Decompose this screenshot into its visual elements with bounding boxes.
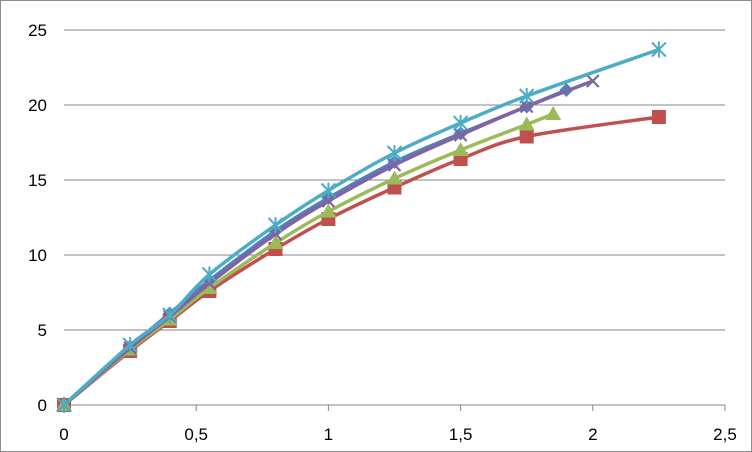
series-3-point-9 [545,106,562,120]
series-2-point-9 [651,110,666,124]
series-3-point-3 [201,280,218,294]
series-3-point-8 [518,116,535,131]
series-5-point-7 [452,115,469,131]
series-2-point-8 [519,129,534,144]
series-5-point-5 [320,182,337,199]
x-tick-label-5: 2,5 [713,425,737,444]
series-5-point-3 [201,266,218,283]
series-5 [56,41,667,413]
series-5-point-9 [651,41,667,58]
series-4-line [62,79,595,407]
series-3 [56,106,562,411]
series-3-point-6 [386,170,403,185]
series-5-point-4 [267,217,284,233]
series-5-point-0 [56,397,72,413]
y-tick-label-5: 25 [28,21,47,40]
series-2-line [62,115,661,407]
series-4-point-9 [586,74,600,88]
x-tick-label-3: 1,5 [449,425,473,444]
series-4 [57,74,600,412]
y-tick-label-3: 15 [28,171,47,190]
y-tick-label-2: 10 [28,246,47,265]
series-5-point-8 [518,88,535,104]
series-4-point-6 [387,158,402,172]
y-tick-label-1: 5 [38,321,47,340]
series-5-line [62,47,661,407]
series-3-point-7 [452,142,469,156]
series-5-point-1 [122,337,138,353]
series-3-point-5 [320,203,337,218]
x-tick-label-1: 0,5 [184,425,208,444]
series-1 [57,83,574,412]
series-5-point-2 [162,307,178,323]
y-tick-label-4: 20 [28,96,47,115]
series-5-point-6 [386,145,403,161]
y-tick-label-0: 0 [38,396,47,415]
x-tick-label-4: 2 [588,425,597,444]
series-4-point-8 [519,99,534,114]
x-tick-label-2: 1 [324,425,333,444]
x-tick-label-0: 0 [59,425,68,444]
series-3-point-4 [267,235,284,249]
series-2 [57,110,666,412]
series-4-point-7 [453,128,468,142]
series-3-line [62,112,555,407]
series-4-point-5 [321,194,336,208]
